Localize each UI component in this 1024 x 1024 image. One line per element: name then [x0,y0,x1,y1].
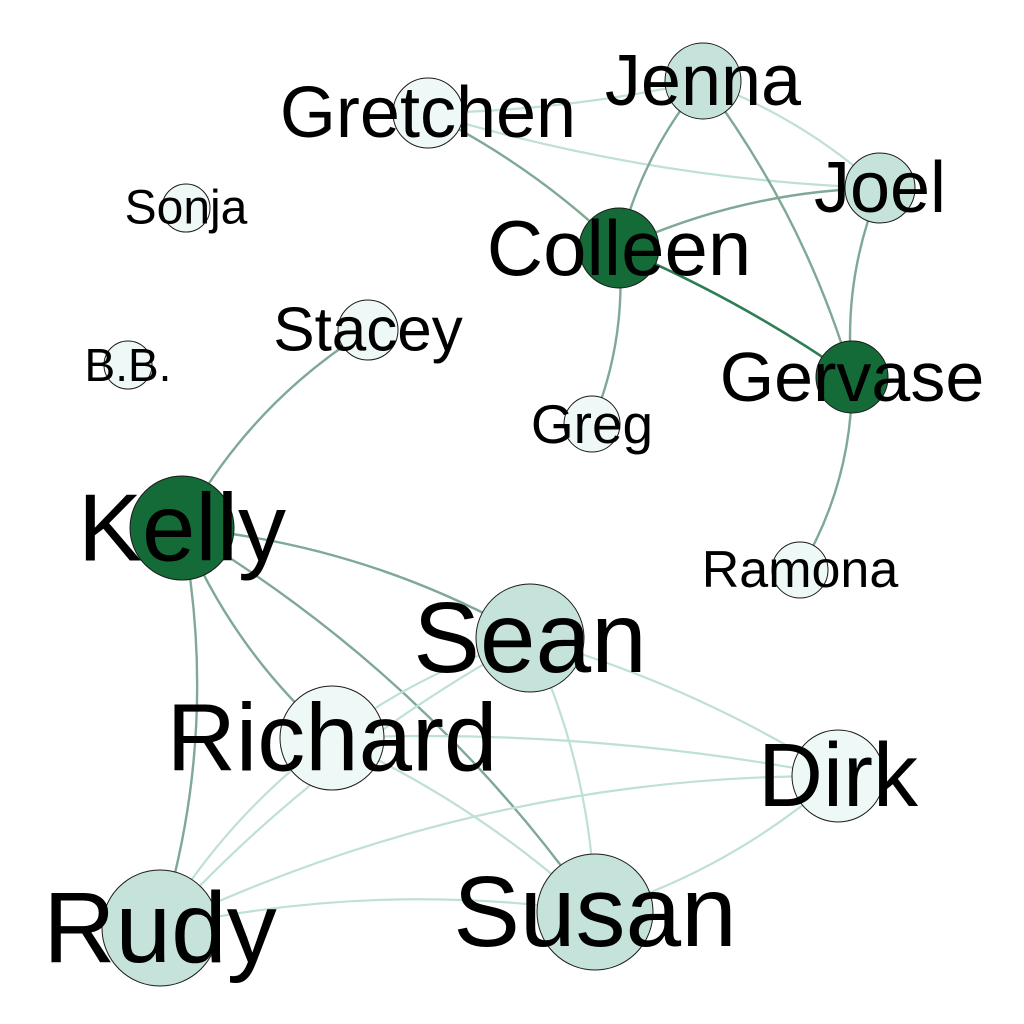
edge-kelly-susan [181,526,596,913]
node-ramona[interactable] [771,541,829,599]
edge-richard-dirk [331,734,839,778]
node-label-susan: Susan [453,856,737,968]
node-rudy[interactable] [101,869,219,987]
node-label-gervase: Gervase [720,338,985,416]
node-bb[interactable] [103,340,153,390]
node-label-sean: Sean [413,582,647,694]
node-richard[interactable] [279,685,385,791]
node-label-greg: Greg [531,393,653,455]
node-sean[interactable] [475,583,585,693]
node-gretchen[interactable] [392,77,464,149]
node-jenna[interactable] [664,42,742,120]
node-label-richard: Richard [167,685,498,792]
node-gervase[interactable] [815,340,889,414]
node-label-dirk: Dirk [758,726,919,826]
node-label-jenna: Jenna [605,41,802,121]
node-kelly[interactable] [129,475,235,581]
edge-jenna-gervase [702,80,854,378]
node-dirk[interactable] [791,729,885,823]
node-label-ramona: Ramona [702,541,899,599]
edge-gretchen-joel [427,111,881,190]
node-joel[interactable] [844,152,916,224]
edge-rudy-susan [159,898,596,930]
node-label-joel: Joel [814,148,946,228]
node-label-colleen: Colleen [487,204,752,292]
nodes-layer [101,42,916,987]
node-greg[interactable] [563,395,621,453]
node-colleen[interactable] [578,207,660,289]
node-label-rudy: Rudy [43,872,276,984]
node-stacey[interactable] [337,299,399,361]
node-label-gretchen: Gretchen [280,73,576,153]
node-label-bb: B.B. [85,339,172,391]
node-label-stacey: Stacey [273,296,463,365]
node-label-kelly: Kelly [78,475,286,582]
node-susan[interactable] [536,853,654,971]
edge-rudy-dirk [159,774,839,929]
node-sonja[interactable] [161,183,211,233]
node-label-sonja: Sonja [125,182,248,235]
